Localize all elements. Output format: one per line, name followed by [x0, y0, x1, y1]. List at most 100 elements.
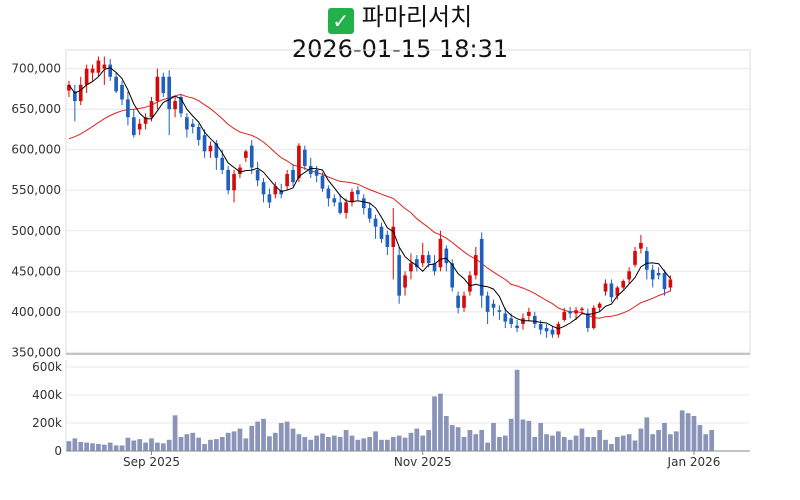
candle-body	[650, 269, 655, 280]
candle-body	[108, 64, 113, 77]
candle-body	[586, 313, 590, 329]
candle-body	[574, 310, 578, 314]
volume-tick-label: 600k	[32, 360, 62, 374]
candle-body	[137, 123, 142, 130]
candle-body	[102, 64, 107, 69]
candle-body	[450, 263, 455, 288]
candle-body	[196, 127, 201, 140]
volume-bar	[514, 369, 520, 451]
volume-bar	[632, 440, 638, 451]
volume-bar	[237, 428, 243, 451]
volume-bar	[78, 441, 84, 451]
candle-body	[338, 202, 343, 213]
volume-bar	[679, 410, 685, 451]
candle-body	[67, 84, 71, 91]
volume-bar	[668, 434, 673, 451]
volume-bar	[420, 435, 426, 451]
volume-bar	[709, 430, 715, 451]
candle-body	[332, 198, 337, 203]
price-tick-label: 500,000	[11, 224, 61, 238]
candle-body	[432, 263, 437, 272]
candle-body	[273, 186, 278, 195]
date-tick-label: Jan 2026	[667, 455, 721, 469]
volume-bar	[160, 443, 166, 451]
candle-body	[556, 324, 561, 335]
candle-body	[302, 149, 307, 166]
volume-bar	[137, 439, 143, 451]
candle-body	[114, 76, 118, 92]
candle-body	[285, 174, 289, 187]
candle-body	[485, 295, 490, 312]
candle-body	[532, 315, 537, 325]
volume-bar	[131, 440, 137, 451]
candle-body	[527, 311, 531, 316]
candle-body	[96, 60, 101, 73]
volume-bar	[567, 439, 573, 451]
candle-body	[155, 76, 160, 102]
candle-body	[379, 226, 384, 239]
volume-bar	[149, 438, 154, 451]
volume-bars	[66, 369, 715, 451]
candle-body	[208, 145, 213, 152]
candles	[67, 56, 673, 338]
price-tick-label: 700,000	[11, 62, 61, 76]
volume-bar	[184, 434, 190, 451]
candle-body	[391, 226, 396, 247]
candle-body	[373, 218, 378, 227]
candle-body	[143, 117, 148, 124]
volume-bar	[243, 438, 249, 451]
candle-body	[668, 279, 673, 288]
volume-bar	[390, 437, 396, 451]
candle-body	[167, 76, 172, 110]
candle-body	[261, 182, 266, 195]
candle-body	[591, 307, 596, 329]
volume-bar	[573, 435, 579, 451]
candle-body	[385, 234, 390, 247]
volume-bar	[396, 435, 402, 451]
volume-bar	[656, 430, 661, 451]
candle-body	[361, 198, 366, 209]
candle-body	[503, 313, 508, 322]
candle-body	[249, 145, 254, 168]
candle-body	[344, 202, 348, 213]
candle-body	[544, 328, 549, 332]
date-tick-label: Nov 2025	[394, 455, 452, 469]
price-tick-label: 350,000	[11, 345, 61, 359]
candle-body	[238, 167, 242, 175]
volume-bar	[485, 442, 490, 451]
volume-bar	[614, 437, 620, 451]
volume-bar	[673, 431, 679, 451]
volume-bar	[502, 435, 508, 451]
candle-body	[633, 251, 637, 265]
volume-bar	[367, 437, 373, 451]
volume-bar	[497, 437, 502, 451]
candle-body	[173, 101, 177, 110]
candle-body	[220, 157, 225, 170]
check-mark-icon: ✓	[327, 8, 354, 34]
candle-body	[603, 283, 608, 292]
chart-datetime: 2026-01-15 18:31	[291, 35, 509, 63]
volume-bar	[455, 427, 461, 451]
volume-bar	[290, 428, 296, 451]
price-tick-label: 400,000	[11, 305, 61, 319]
volume-bar	[90, 443, 95, 451]
volume-bar	[597, 430, 602, 451]
volume-tick-label: 400k	[32, 388, 62, 402]
volume-bar	[443, 416, 449, 451]
candle-body	[468, 275, 472, 292]
volume-bar	[302, 437, 308, 451]
volume-bar	[261, 418, 266, 451]
volume-bar	[96, 444, 101, 451]
volume-bar	[526, 420, 532, 451]
candle-body	[161, 76, 166, 93]
price-tick-label: 450,000	[11, 264, 61, 278]
candle-body	[509, 318, 514, 325]
candle-body	[473, 255, 478, 276]
candle-body	[491, 303, 496, 308]
candle-body	[244, 151, 248, 158]
volume-bar	[691, 416, 697, 451]
volume-bar	[703, 434, 709, 451]
candle-body	[615, 287, 620, 296]
volume-bar	[84, 442, 89, 451]
candle-body	[438, 238, 443, 268]
